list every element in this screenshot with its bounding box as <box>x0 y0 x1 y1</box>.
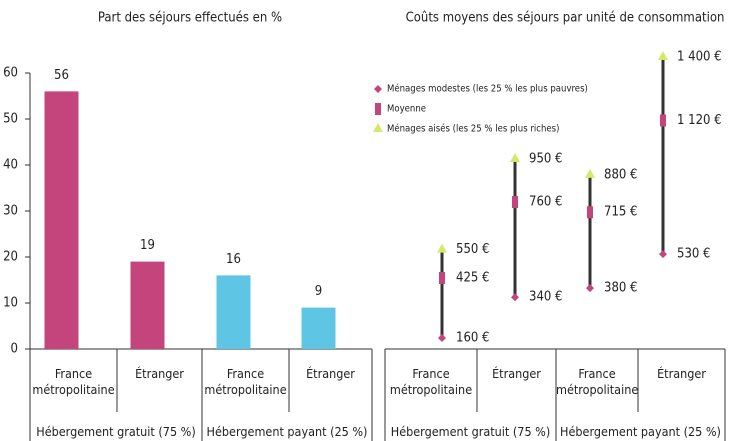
category-label: France métropolitaine <box>204 366 287 397</box>
marker-rect <box>375 103 381 115</box>
marker-diamond <box>511 293 519 302</box>
marker-rect <box>587 206 593 219</box>
marker-rect <box>512 196 518 209</box>
value-label: 340 € <box>529 290 562 305</box>
marker-triangle <box>510 152 520 162</box>
marker-triangle <box>585 168 595 178</box>
group-label: Hébergement payant (25 %) <box>206 424 368 439</box>
value-label: 880 € <box>604 167 637 182</box>
bar <box>301 307 336 349</box>
group-label: Hébergement payant (25 %) <box>560 424 721 439</box>
category-label: Étranger <box>135 366 184 381</box>
value-label: 56 <box>54 68 69 83</box>
value-label: 950 € <box>529 151 562 166</box>
marker-triangle <box>658 51 668 60</box>
legend-label: Ménages aisés (les 25 % les plus riches) <box>387 124 559 135</box>
value-label: 530 € <box>677 247 710 262</box>
value-label: 380 € <box>604 281 637 296</box>
value-label: 16 <box>226 252 241 267</box>
category-label: France métropolitaine <box>389 366 473 397</box>
bar <box>216 275 251 349</box>
value-label: 550 € <box>456 242 489 257</box>
y-tick-label: 0 <box>11 342 18 357</box>
marker-diamond <box>438 334 446 342</box>
value-label: 425 € <box>456 270 489 285</box>
y-tick-label: 10 <box>3 296 18 311</box>
marker-triangle <box>373 123 383 132</box>
category-label: France métropolitaine <box>556 366 639 397</box>
legend-label: Moyenne <box>387 104 426 115</box>
category-label: France métropolitaine <box>32 366 115 397</box>
value-label: 715 € <box>604 205 637 220</box>
marker-triangle <box>437 243 447 253</box>
category-label: Étranger <box>306 366 355 381</box>
y-tick-label: 60 <box>3 66 18 81</box>
bar <box>44 91 79 350</box>
category-label: Étranger <box>492 366 541 381</box>
value-label: 1 400 € <box>677 50 722 65</box>
value-label: 19 <box>140 238 155 253</box>
marker-diamond <box>586 284 594 293</box>
marker-rect <box>660 114 666 127</box>
marker-diamond <box>374 85 382 93</box>
value-label: 1 120 € <box>677 113 722 128</box>
group-label: Hébergement gratuit (75 %) <box>390 424 551 439</box>
value-label: 760 € <box>529 195 562 210</box>
marker-rect <box>439 271 445 284</box>
chart-title: Part des séjours effectués en % <box>98 11 282 26</box>
value-label: 160 € <box>456 331 489 346</box>
marker-diamond <box>659 250 667 259</box>
y-tick-label: 50 <box>3 112 18 127</box>
y-tick-label: 20 <box>3 250 18 265</box>
bar <box>130 261 165 349</box>
legend-label: Ménages modestes (les 25 % les plus pauv… <box>387 84 588 95</box>
group-label: Hébergement gratuit (75 %) <box>36 424 196 439</box>
y-tick-label: 30 <box>3 204 18 219</box>
category-label: Étranger <box>657 366 706 381</box>
value-label: 9 <box>315 284 322 299</box>
y-tick-label: 40 <box>3 158 18 173</box>
chart-title: Coûts moyens des séjours par unité de co… <box>406 11 725 26</box>
